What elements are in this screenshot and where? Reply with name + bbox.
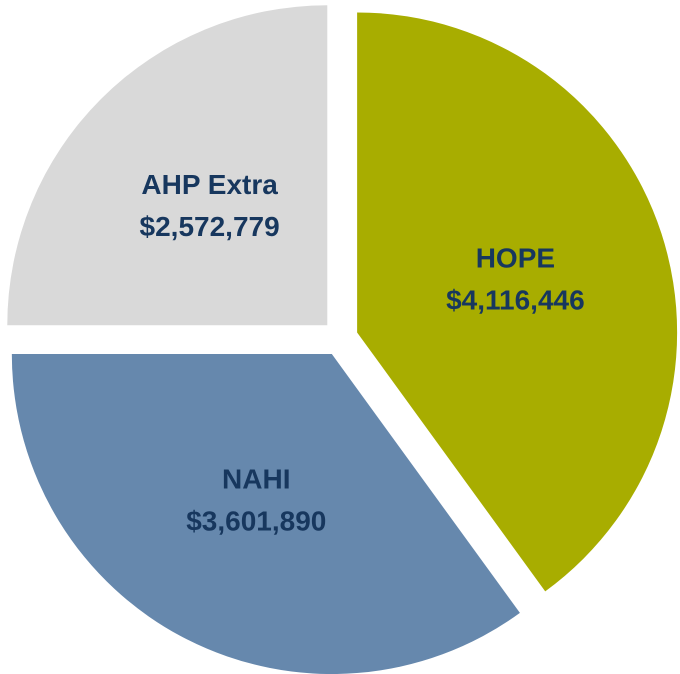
slice-value-label: $2,572,779 (140, 211, 280, 242)
pie-slice (11, 354, 520, 674)
pie-slice (357, 12, 678, 592)
pie-slice (7, 5, 328, 326)
slice-label: AHP Extra (141, 169, 278, 200)
slice-label: NAHI (222, 464, 290, 495)
slice-value-label: $4,116,446 (446, 284, 585, 315)
slice-label: HOPE (476, 242, 555, 273)
slice-value-label: $3,601,890 (186, 506, 326, 537)
